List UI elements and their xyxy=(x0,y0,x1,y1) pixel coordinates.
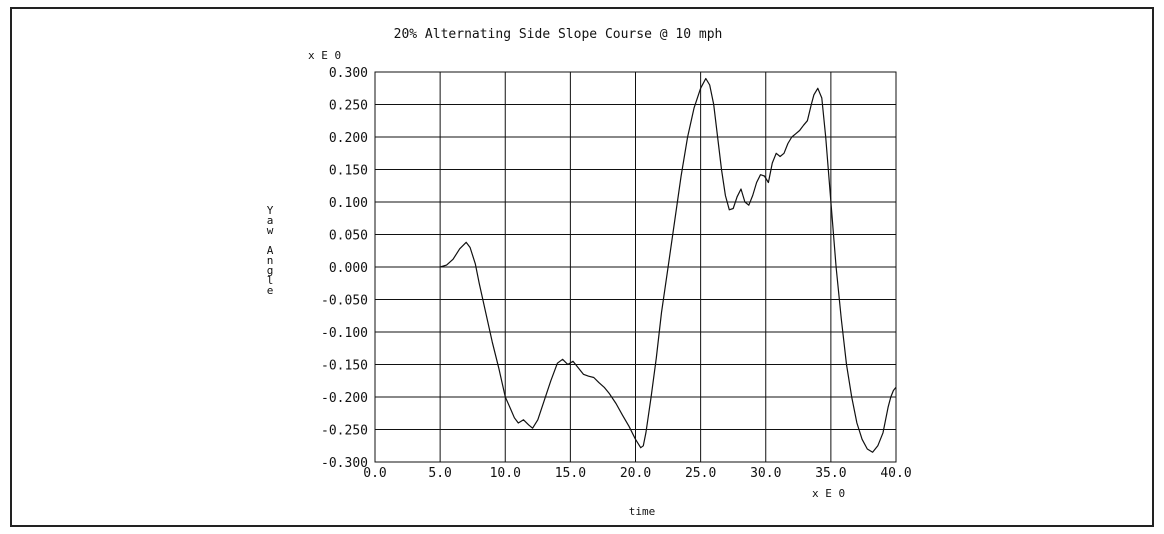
chart-title: 20% Alternating Side Slope Course @ 10 m… xyxy=(394,27,723,42)
x-tick-label: 35.0 xyxy=(815,466,846,481)
x-tick-label: 20.0 xyxy=(620,466,651,481)
y-tick-label: 0.050 xyxy=(329,229,368,244)
x-tick-label: 40.0 xyxy=(880,466,911,481)
x-tick-label: 30.0 xyxy=(750,466,781,481)
series-line-0 xyxy=(439,77,897,453)
chart-frame: 20% Alternating Side Slope Course @ 10 m… xyxy=(10,7,1154,527)
y-tick-labels: 0.300 0.250 0.200 0.150 0.100 0.050 0.000 -0.05… xyxy=(321,66,368,471)
y-axis-label-char: l xyxy=(267,274,274,287)
x-axis-label: time xyxy=(629,505,656,518)
y-axis-label-char: g xyxy=(267,264,274,277)
x-tick-label: 0.0 xyxy=(363,466,386,481)
y-axis-label-char: A xyxy=(267,244,274,257)
y-tick-label: -0.200 xyxy=(321,391,368,406)
plot-grid xyxy=(374,71,897,463)
x-multiplier-label: x E 0 xyxy=(812,487,845,500)
y-axis-label-char: Y xyxy=(267,204,274,217)
y-tick-label: 0.000 xyxy=(329,261,368,276)
line-chart: 20% Alternating Side Slope Course @ 10 m… xyxy=(267,27,912,518)
y-tick-label: -0.050 xyxy=(321,294,368,309)
series-lines xyxy=(439,77,897,453)
y-tick-label: -0.150 xyxy=(321,359,368,374)
y-axis-label-char: n xyxy=(267,254,274,267)
x-tick-label: 25.0 xyxy=(685,466,716,481)
x-tick-labels: 0.0 5.0 10.0 15.0 20.0 25.0 30.0 35.0 40.0 xyxy=(363,466,911,481)
y-tick-label: -0.100 xyxy=(321,326,368,341)
y-tick-label: -0.250 xyxy=(321,424,368,439)
y-axis-label-char: a xyxy=(267,214,274,227)
y-axis-label-char: e xyxy=(267,284,274,297)
y-axis-label-char: w xyxy=(267,224,274,237)
y-tick-label: 0.200 xyxy=(329,131,368,146)
y-tick-label: 0.300 xyxy=(329,66,368,81)
y-tick-label: -0.300 xyxy=(321,456,368,471)
y-tick-label: 0.250 xyxy=(329,99,368,114)
x-tick-label: 15.0 xyxy=(555,466,586,481)
y-tick-label: 0.150 xyxy=(329,164,368,179)
y-tick-label: 0.100 xyxy=(329,196,368,211)
x-tick-label: 10.0 xyxy=(490,466,521,481)
x-tick-label: 5.0 xyxy=(428,466,451,481)
y-multiplier-label: x E 0 xyxy=(308,49,341,62)
